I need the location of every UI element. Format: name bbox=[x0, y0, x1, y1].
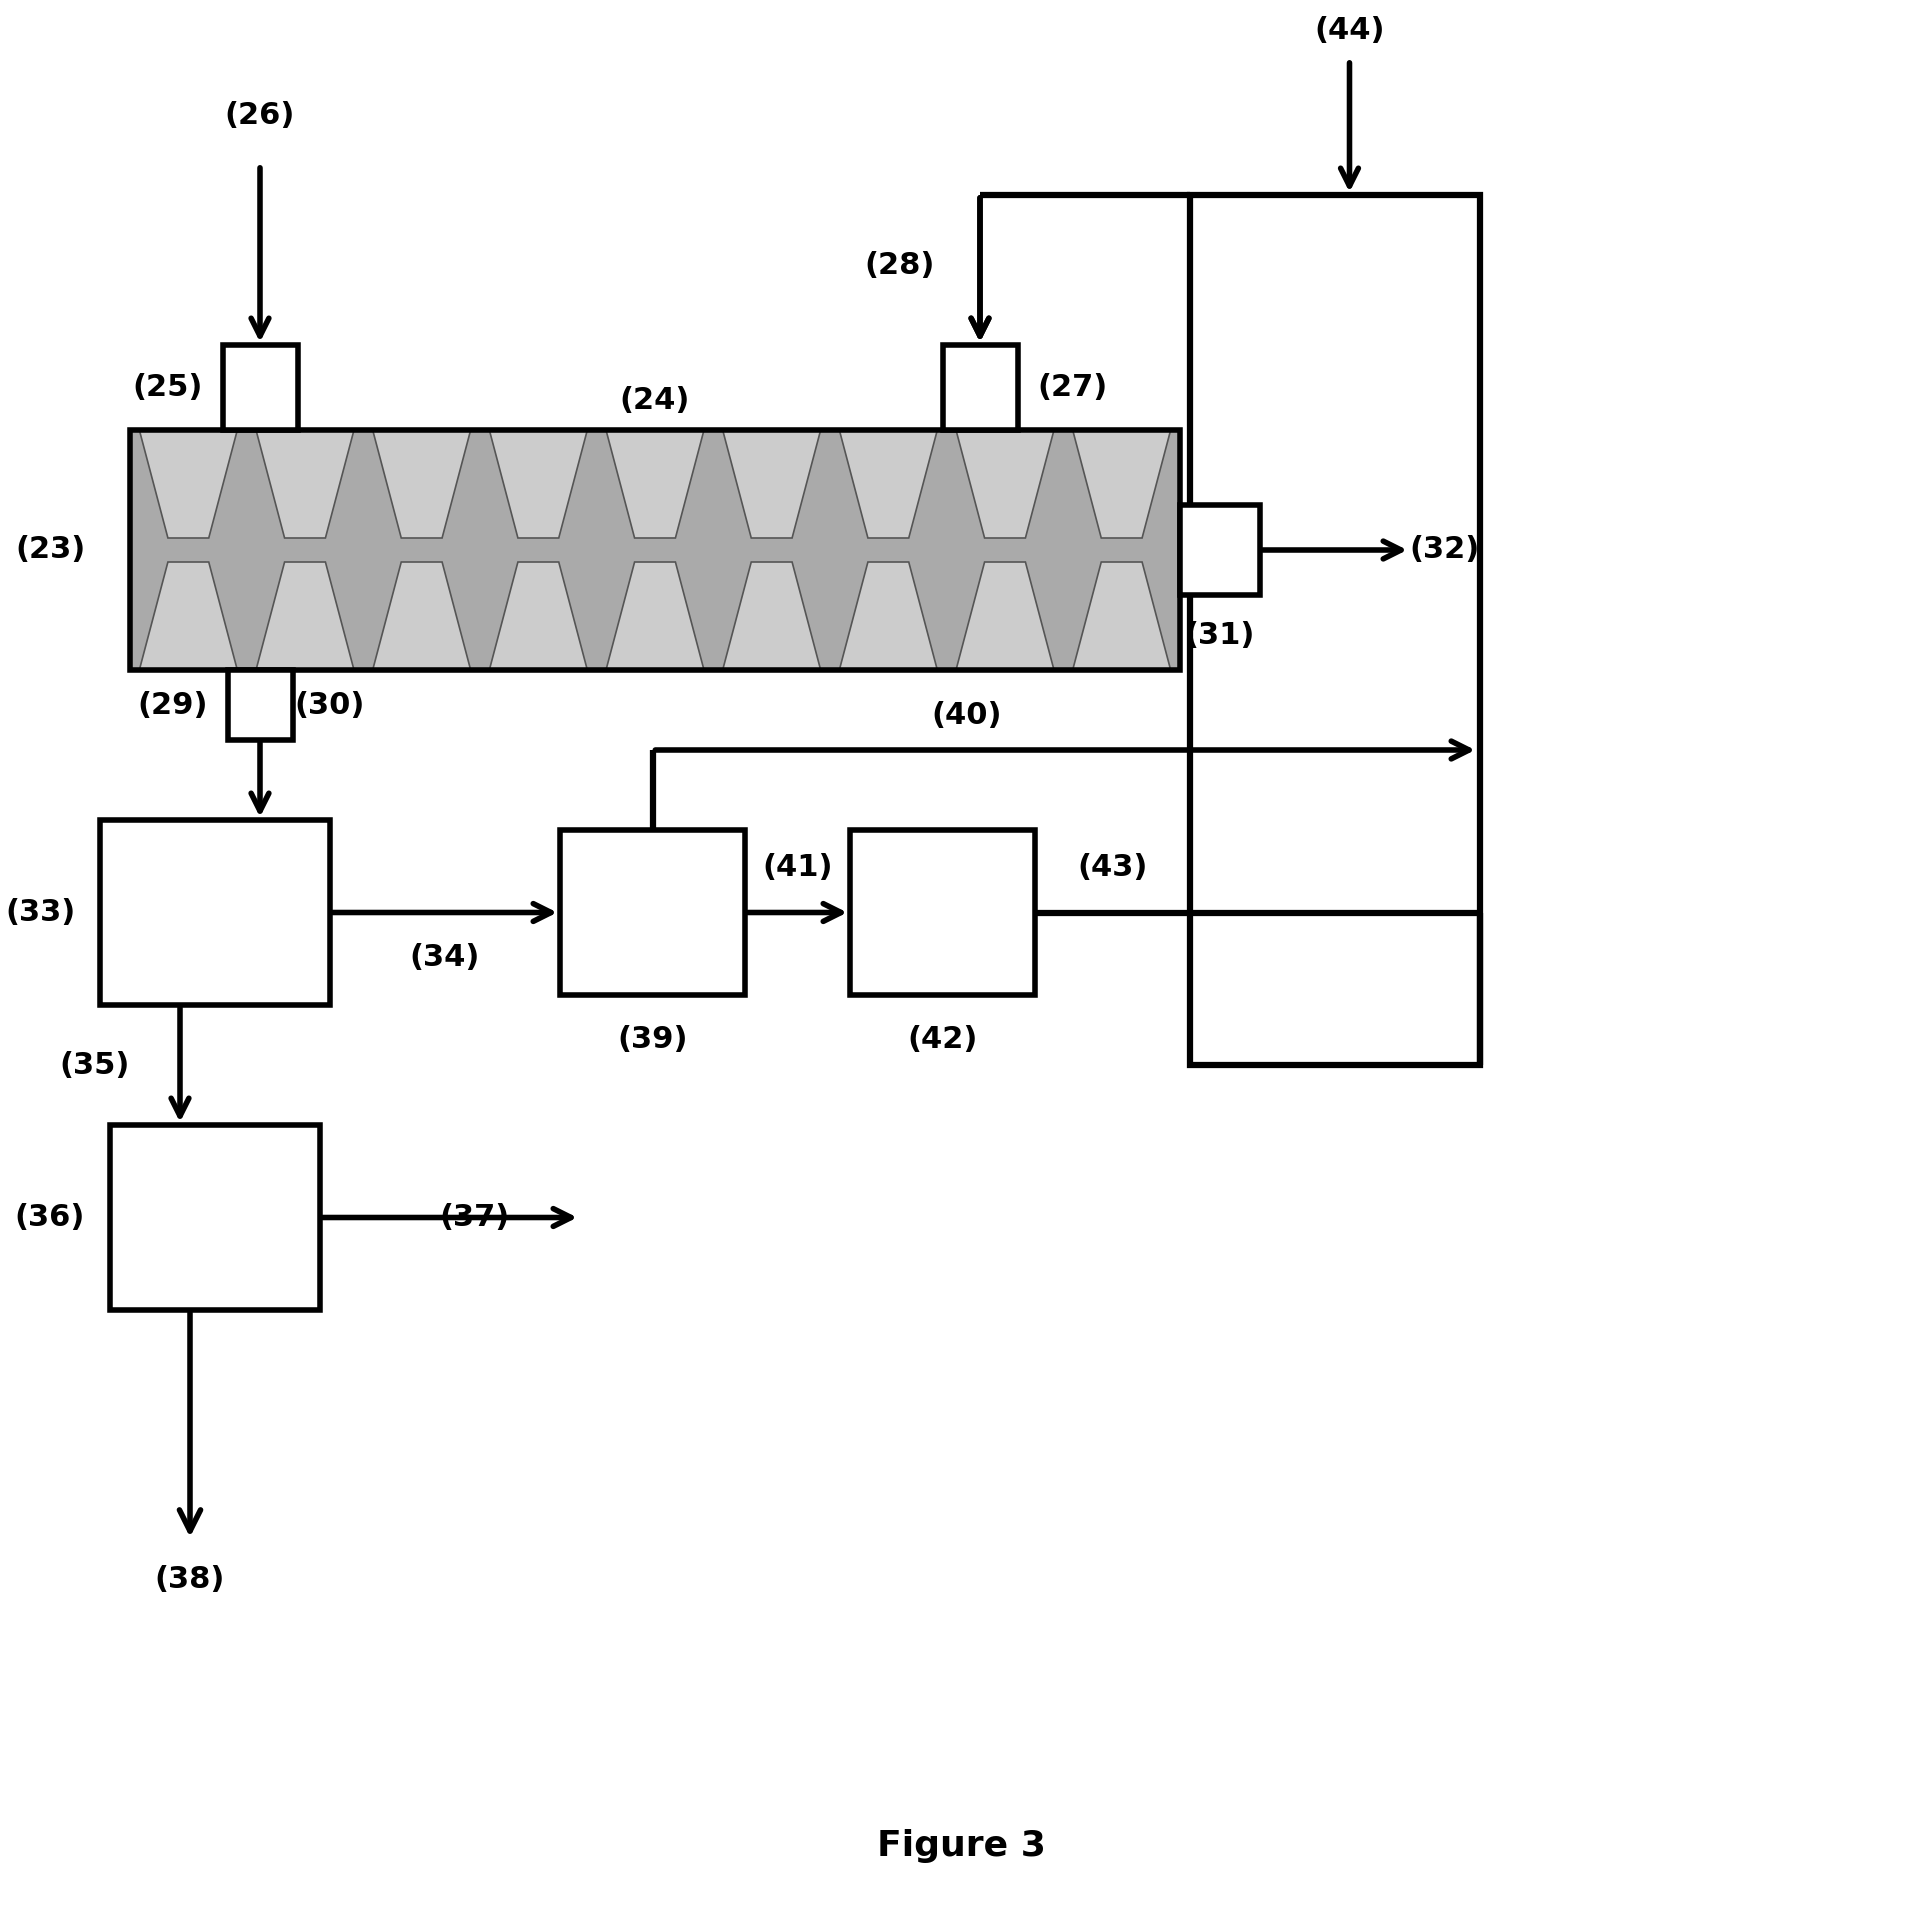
Bar bbox=[850, 830, 1035, 994]
Polygon shape bbox=[373, 429, 471, 538]
Bar bbox=[131, 429, 1181, 671]
Polygon shape bbox=[838, 429, 937, 538]
Bar bbox=[100, 820, 331, 1006]
Bar bbox=[1190, 195, 1481, 1065]
Polygon shape bbox=[723, 429, 821, 538]
Polygon shape bbox=[838, 561, 937, 671]
Polygon shape bbox=[256, 429, 354, 538]
Text: (23): (23) bbox=[15, 535, 85, 565]
Bar bbox=[227, 671, 292, 740]
Text: (36): (36) bbox=[15, 1203, 85, 1232]
Text: (32): (32) bbox=[1410, 535, 1481, 565]
Polygon shape bbox=[138, 561, 237, 671]
Text: (28): (28) bbox=[865, 251, 935, 280]
Polygon shape bbox=[1073, 429, 1171, 538]
Text: (24): (24) bbox=[619, 385, 690, 414]
Polygon shape bbox=[606, 561, 704, 671]
Text: (26): (26) bbox=[225, 100, 296, 130]
Text: (41): (41) bbox=[762, 853, 833, 881]
Text: (39): (39) bbox=[617, 1025, 688, 1054]
Text: (29): (29) bbox=[137, 690, 208, 720]
Text: (38): (38) bbox=[156, 1565, 225, 1594]
Text: (30): (30) bbox=[294, 690, 365, 720]
Text: Figure 3: Figure 3 bbox=[877, 1830, 1046, 1862]
Text: (42): (42) bbox=[908, 1025, 977, 1054]
Bar bbox=[223, 345, 298, 429]
Bar bbox=[110, 1125, 319, 1311]
Bar bbox=[560, 830, 744, 994]
Text: (25): (25) bbox=[133, 374, 202, 402]
Text: (44): (44) bbox=[1313, 15, 1385, 44]
Polygon shape bbox=[723, 561, 821, 671]
Text: (37): (37) bbox=[440, 1203, 510, 1232]
Polygon shape bbox=[488, 429, 587, 538]
Text: (35): (35) bbox=[60, 1050, 131, 1079]
Polygon shape bbox=[373, 561, 471, 671]
Polygon shape bbox=[256, 561, 354, 671]
Text: (31): (31) bbox=[1185, 621, 1256, 650]
Polygon shape bbox=[1073, 561, 1171, 671]
Polygon shape bbox=[488, 561, 587, 671]
Text: (27): (27) bbox=[1036, 374, 1108, 402]
Text: (43): (43) bbox=[1077, 853, 1148, 881]
Polygon shape bbox=[956, 561, 1054, 671]
Bar bbox=[942, 345, 1017, 429]
Text: (40): (40) bbox=[931, 701, 1002, 730]
Bar bbox=[1181, 506, 1260, 596]
Text: (33): (33) bbox=[6, 899, 75, 927]
Polygon shape bbox=[606, 429, 704, 538]
Bar bbox=[131, 429, 1181, 671]
Polygon shape bbox=[138, 429, 237, 538]
Text: (34): (34) bbox=[410, 943, 481, 971]
Polygon shape bbox=[956, 429, 1054, 538]
